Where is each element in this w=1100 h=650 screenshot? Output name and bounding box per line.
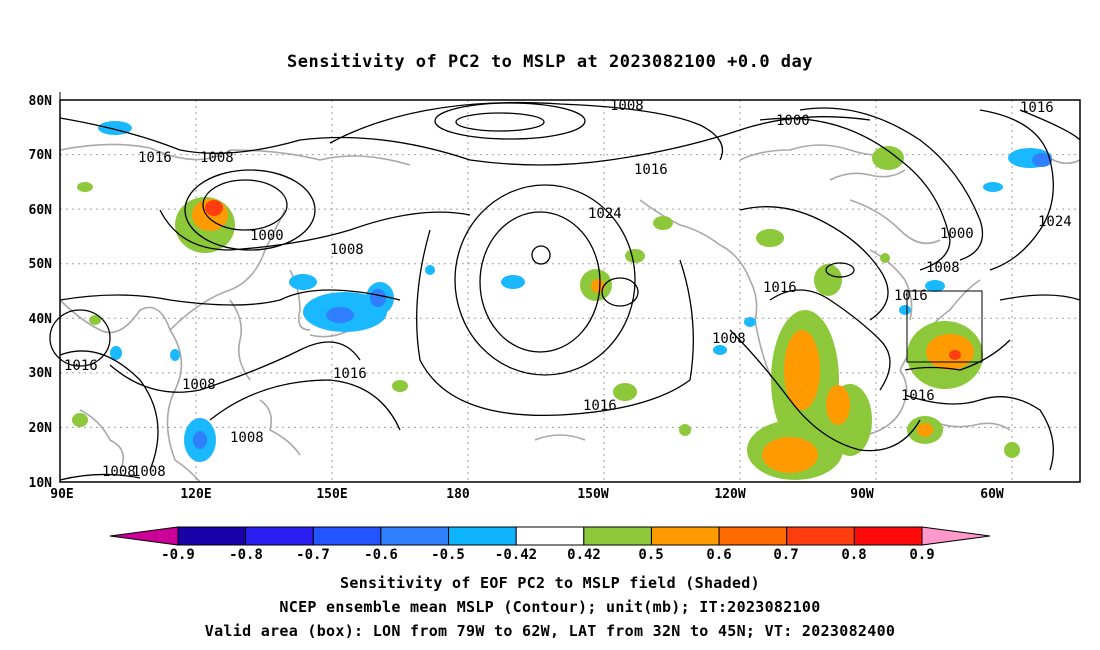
colorbar-bin bbox=[583, 526, 652, 546]
contour-label: 1016 bbox=[138, 150, 172, 166]
colorbar-bin bbox=[448, 526, 517, 546]
contour-label: 1016 bbox=[333, 366, 367, 382]
colorbar-bin bbox=[177, 526, 247, 546]
colorbar-bin bbox=[650, 526, 720, 546]
contour-label: 1000 bbox=[250, 228, 284, 244]
colorbar-label: 0.42 bbox=[567, 547, 601, 563]
colorbar: -0.9 -0.8 -0.7 -0.6 -0.5 -0.42 0.42 0.5 … bbox=[109, 526, 991, 563]
lon-label: 150W bbox=[577, 487, 608, 502]
colorbar-label: -0.9 bbox=[161, 547, 195, 563]
shaded-positive-strong bbox=[205, 200, 961, 360]
colorbar-bin bbox=[312, 526, 382, 546]
contour-label: 1016 bbox=[583, 398, 617, 414]
colorbar-end-low bbox=[109, 526, 179, 546]
contour-label: 1016 bbox=[64, 358, 98, 374]
lat-label: 10N bbox=[29, 476, 53, 491]
lon-labels: 90E 120E 150E 180 150W 120W 90W 60W bbox=[50, 487, 1004, 502]
colorbar-label: 0.5 bbox=[638, 547, 663, 563]
contour-label: 1024 bbox=[588, 206, 622, 222]
colorbar-label: 0.6 bbox=[706, 547, 731, 563]
lat-label: 60N bbox=[29, 203, 53, 218]
contour-label: 1008 bbox=[712, 331, 746, 347]
map-frame bbox=[59, 99, 1081, 483]
colorbar-end-high bbox=[921, 526, 991, 546]
contour-label: 1008 bbox=[200, 150, 234, 166]
lat-labels: 80N 70N 60N 50N 40N 30N 20N 10N bbox=[29, 94, 53, 491]
colorbar-labels: -0.9 -0.8 -0.7 -0.6 -0.5 -0.42 0.42 0.5 … bbox=[161, 547, 935, 563]
shaded-negative-strong bbox=[193, 153, 1052, 449]
colorbar-label: -0.5 bbox=[431, 547, 465, 563]
colorbar-label: -0.6 bbox=[364, 547, 398, 563]
contour-label: 1016 bbox=[634, 162, 668, 178]
contour-label: 1016 bbox=[763, 280, 797, 296]
colorbar-label: 0.7 bbox=[773, 547, 798, 563]
contour-label: 1008 bbox=[132, 464, 166, 480]
contour-label: 1016 bbox=[901, 388, 935, 404]
colorbar-bin bbox=[718, 526, 788, 546]
lon-label: 180 bbox=[446, 487, 470, 502]
lat-label: 50N bbox=[29, 257, 53, 272]
colorbar-bins bbox=[177, 526, 923, 546]
lat-label: 20N bbox=[29, 421, 53, 436]
contour-label: 1016 bbox=[1020, 100, 1054, 116]
caption-line-2: NCEP ensemble mean MSLP (Contour); unit(… bbox=[279, 598, 821, 616]
contour-label: 1016 bbox=[894, 288, 928, 304]
colorbar-bin bbox=[786, 526, 855, 546]
lon-label: 90W bbox=[850, 487, 874, 502]
lat-label: 70N bbox=[29, 148, 53, 163]
map-title: Sensitivity of PC2 to MSLP at 2023082100… bbox=[286, 52, 813, 72]
colorbar-label: 0.8 bbox=[841, 547, 866, 563]
lat-label: 30N bbox=[29, 366, 53, 381]
colorbar-label: 0.9 bbox=[909, 547, 934, 563]
lon-label: 150E bbox=[316, 487, 347, 502]
contour-label: 1008 bbox=[182, 377, 216, 393]
colorbar-bin bbox=[515, 526, 585, 546]
contour-labels: 1016 1008 1000 1008 1008 1016 1008 1008 … bbox=[64, 98, 1072, 480]
contour-label: 1008 bbox=[102, 464, 136, 480]
valid-area-box bbox=[906, 290, 983, 363]
colorbar-label: -0.7 bbox=[296, 547, 330, 563]
lon-label: 120E bbox=[180, 487, 211, 502]
contour-label: 1008 bbox=[330, 242, 364, 258]
contour-label: 1008 bbox=[926, 260, 960, 276]
contour-label: 1000 bbox=[776, 113, 810, 129]
colorbar-label: -0.8 bbox=[229, 547, 263, 563]
contour-label: 1008 bbox=[230, 430, 264, 446]
caption-line-1: Sensitivity of EOF PC2 to MSLP field (Sh… bbox=[340, 574, 760, 592]
colorbar-label: -0.42 bbox=[495, 547, 537, 563]
lon-label: 120W bbox=[714, 487, 745, 502]
contour-label: 1008 bbox=[610, 98, 644, 114]
lon-label: 90E bbox=[50, 487, 73, 502]
isobars bbox=[49, 101, 1081, 481]
caption-line-3: Valid area (box): LON from 79W to 62W, L… bbox=[204, 622, 896, 640]
lat-label: 40N bbox=[29, 312, 53, 327]
graticule bbox=[60, 100, 1080, 482]
colorbar-bin bbox=[380, 526, 450, 546]
contour-label: 1024 bbox=[1038, 214, 1072, 230]
contour-label: 1000 bbox=[940, 226, 974, 242]
lon-label: 60W bbox=[980, 487, 1004, 502]
lat-label: 80N bbox=[29, 94, 53, 109]
colorbar-bin bbox=[245, 526, 314, 546]
colorbar-bin bbox=[853, 526, 923, 546]
